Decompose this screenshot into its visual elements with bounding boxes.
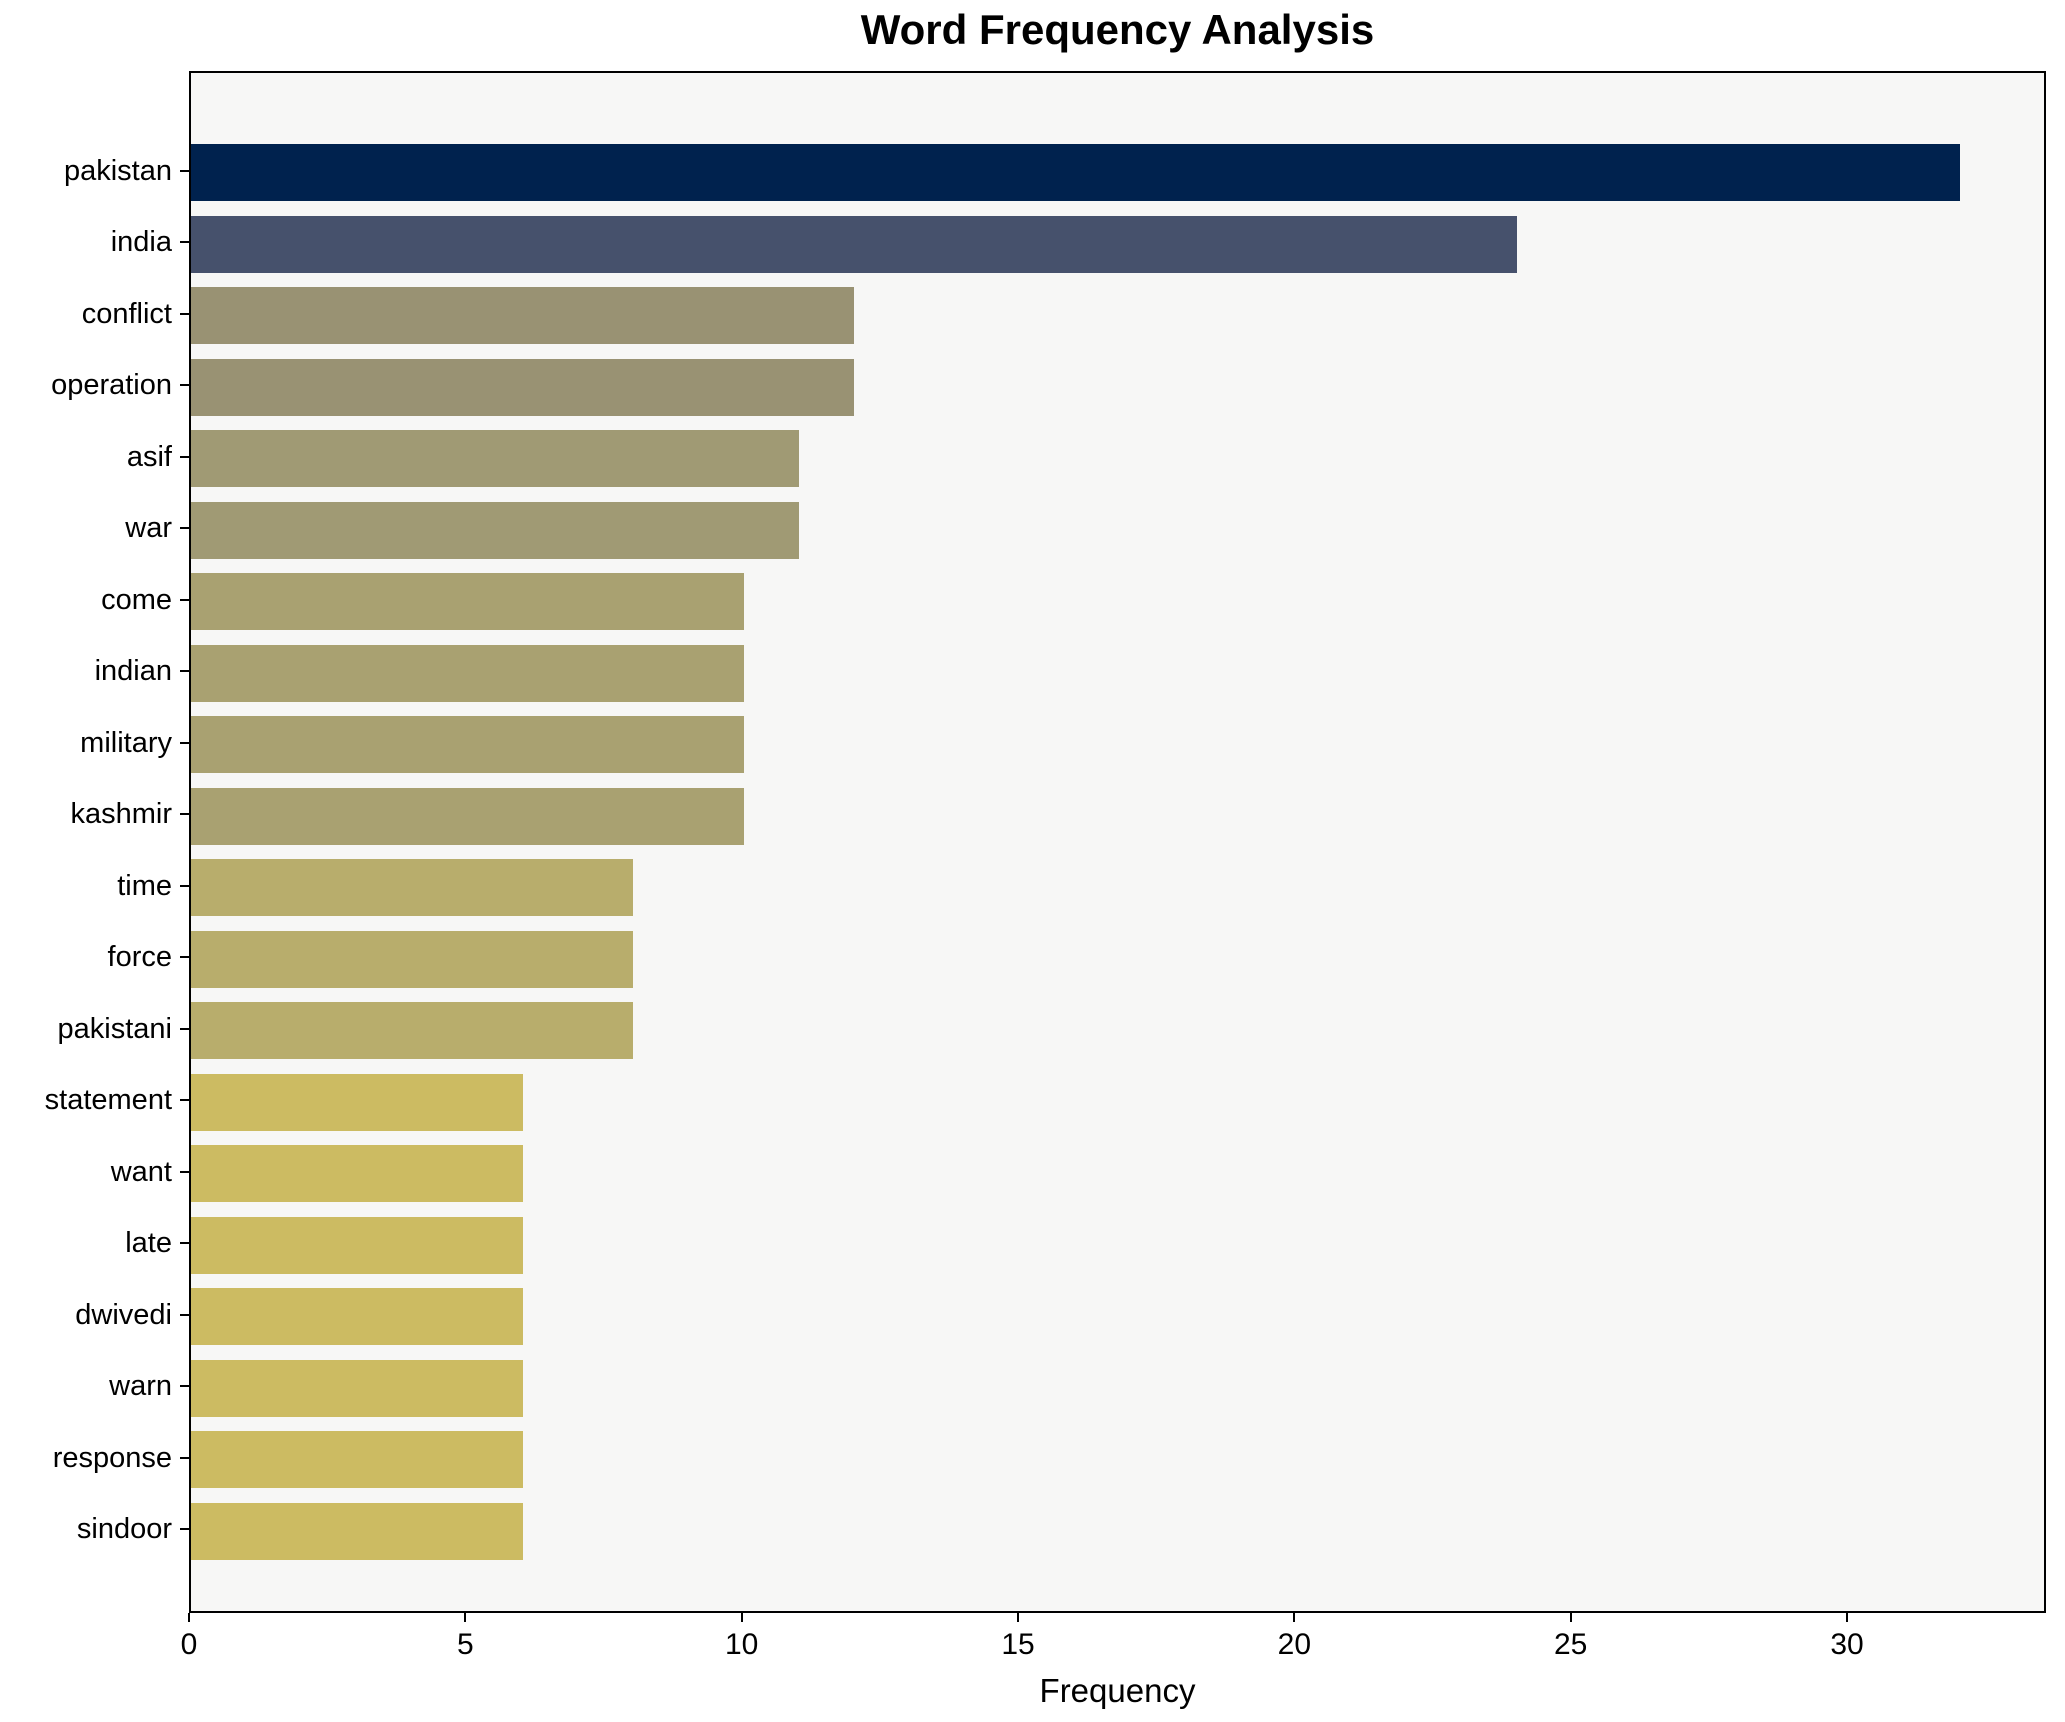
- y-label-late: late: [125, 1227, 172, 1259]
- bar-conflict: [191, 287, 855, 344]
- y-label-kashmir: kashmir: [70, 798, 172, 830]
- bar-operation: [191, 358, 855, 416]
- y-tick-india: [180, 241, 189, 243]
- y-tick-indian: [180, 670, 189, 672]
- y-label-pakistan: pakistan: [63, 154, 172, 187]
- y-label-asif: asif: [126, 440, 172, 473]
- x-tick-20: [1293, 1613, 1296, 1622]
- y-tick-pakistani: [180, 1027, 189, 1030]
- bar-come: [191, 573, 744, 630]
- y-tick-sindoor: [180, 1528, 189, 1530]
- bar-statement: [191, 1073, 523, 1131]
- bar-sindoor: [191, 1502, 523, 1560]
- y-tick-kashmir: [180, 813, 189, 815]
- bar-asif: [191, 430, 799, 487]
- y-label-want: want: [110, 1155, 172, 1188]
- x-axis-label: Frequency: [1039, 1672, 1196, 1709]
- x-tick-label-20: 20: [1277, 1628, 1312, 1661]
- bar-dwivedi: [191, 1288, 523, 1345]
- bar-india: [191, 215, 1518, 273]
- x-tick-label-30: 30: [1830, 1628, 1864, 1661]
- x-tick-0: [188, 1613, 190, 1622]
- y-tick-pakistan: [180, 169, 189, 172]
- bar-warn: [191, 1359, 523, 1417]
- x-tick-10: [740, 1613, 743, 1622]
- y-tick-war: [180, 527, 189, 529]
- x-tick-5: [464, 1613, 467, 1622]
- y-tick-dwivedi: [180, 1313, 189, 1316]
- bar-military: [191, 716, 744, 773]
- y-label-war: war: [125, 512, 172, 544]
- chart-title: Word Frequency Analysis: [860, 6, 1375, 53]
- y-label-warn: warn: [109, 1370, 172, 1402]
- x-tick-label-10: 10: [724, 1628, 759, 1661]
- y-tick-response: [180, 1456, 189, 1459]
- y-label-india: india: [110, 226, 172, 258]
- y-label-come: come: [101, 583, 172, 616]
- y-tick-military: [180, 741, 189, 744]
- bar-kashmir: [191, 787, 744, 845]
- y-label-military: military: [80, 726, 172, 759]
- bar-late: [191, 1216, 523, 1274]
- bar-indian: [191, 644, 744, 702]
- y-label-time: time: [117, 869, 172, 902]
- x-tick-15: [1017, 1613, 1020, 1622]
- y-tick-late: [180, 1242, 189, 1244]
- y-label-sindoor: sindoor: [76, 1513, 172, 1545]
- x-tick-label-0: 0: [180, 1628, 198, 1661]
- y-tick-asif: [180, 455, 189, 458]
- x-tick-label-5: 5: [456, 1628, 474, 1661]
- x-tick-30: [1846, 1613, 1849, 1622]
- y-label-indian: indian: [94, 655, 172, 687]
- y-label-pakistani: pakistani: [57, 1012, 172, 1045]
- bar-war: [191, 501, 799, 559]
- bar-pakistani: [191, 1002, 634, 1059]
- y-tick-time: [180, 884, 189, 887]
- bar-time: [191, 859, 634, 916]
- y-label-conflict: conflict: [81, 297, 172, 330]
- y-tick-statement: [180, 1099, 189, 1101]
- bar-pakistan: [191, 144, 1960, 201]
- x-tick-label-15: 15: [1001, 1628, 1035, 1661]
- y-tick-force: [180, 956, 189, 958]
- bar-force: [191, 930, 634, 988]
- y-tick-come: [180, 598, 189, 601]
- y-label-operation: operation: [51, 369, 172, 401]
- y-tick-conflict: [180, 312, 189, 315]
- y-tick-warn: [180, 1385, 189, 1387]
- y-label-dwivedi: dwivedi: [75, 1298, 172, 1331]
- x-tick-label-25: 25: [1554, 1628, 1588, 1661]
- y-tick-want: [180, 1170, 189, 1173]
- bar-response: [191, 1431, 523, 1488]
- y-label-force: force: [107, 941, 172, 973]
- y-label-statement: statement: [44, 1084, 172, 1116]
- x-tick-25: [1569, 1613, 1572, 1622]
- bar-want: [191, 1145, 523, 1202]
- y-label-response: response: [52, 1441, 172, 1474]
- plot-area: [189, 71, 2046, 1613]
- y-tick-operation: [180, 384, 189, 386]
